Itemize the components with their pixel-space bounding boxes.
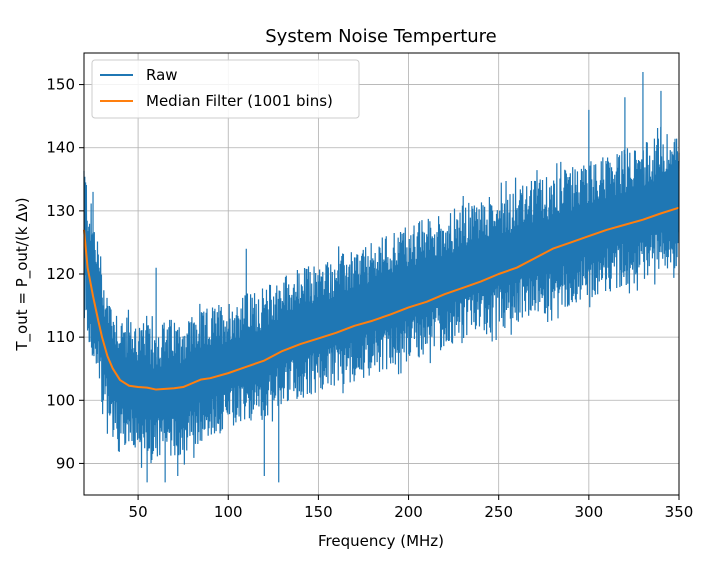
legend: Raw Median Filter (1001 bins) (91, 59, 360, 119)
y-tick-label: 120 (46, 265, 75, 283)
y-tick-label: 150 (46, 76, 75, 94)
y-tick-label: 110 (46, 328, 75, 346)
x-tick-label: 350 (665, 503, 694, 521)
y-tick-label: 130 (46, 202, 75, 220)
x-tick-label: 250 (484, 503, 513, 521)
median-series (83, 206, 680, 391)
legend-label-median: Median Filter (1001 bins) (146, 92, 333, 110)
legend-label-raw: Raw (146, 66, 178, 84)
y-tick-label: 100 (46, 391, 75, 409)
median-line (83, 206, 680, 391)
x-tick-label: 300 (575, 503, 604, 521)
x-tick-label: 150 (304, 503, 333, 521)
chart-title: System Noise Temperture (265, 26, 497, 47)
raw-series (83, 71, 680, 483)
y-axis-label: T_out = P_out/(k Δν) (13, 197, 32, 351)
y-tick-label: 140 (46, 139, 75, 157)
raw-line (83, 71, 680, 483)
x-tick-label: 200 (394, 503, 423, 521)
y-tick-label: 90 (56, 454, 75, 472)
axis-ticks: 50 100 150 200 250 300 350 90 100 110 120 130 140 150 (46, 76, 693, 521)
x-axis-label: Frequency (MHz) (318, 532, 444, 550)
x-tick-label: 100 (214, 503, 243, 521)
x-tick-label: 50 (129, 503, 148, 521)
legend-box (91, 59, 360, 119)
